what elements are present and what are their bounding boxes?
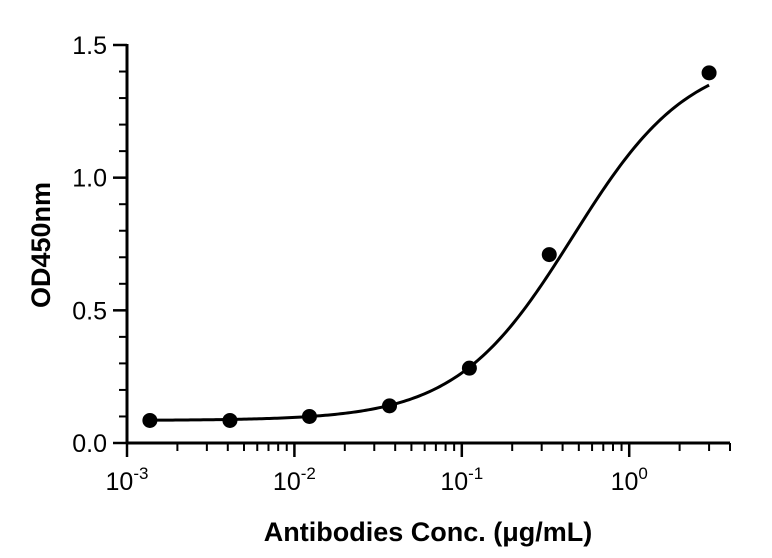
data-point — [541, 247, 557, 263]
fit-curve-layer — [149, 83, 710, 422]
x-tick-label: 10-3 — [106, 464, 149, 496]
y-tick-label: 0.0 — [72, 430, 107, 458]
x-axis-title: Antibodies Conc. (μg/mL) — [264, 517, 593, 547]
data-points-layer — [142, 65, 717, 428]
x-tick-label: 100 — [611, 464, 648, 496]
fit-curve — [149, 83, 710, 422]
data-point — [701, 65, 717, 81]
y-axis-title: OD450nm — [26, 182, 56, 308]
y-tick-label: 1.0 — [72, 165, 107, 193]
data-point — [461, 360, 477, 376]
data-point — [222, 412, 238, 428]
x-tick-label: 10-1 — [440, 464, 483, 496]
y-tick-label: 0.5 — [72, 297, 107, 325]
y-tick-label: 1.5 — [72, 32, 107, 60]
data-point — [142, 412, 158, 428]
x-tick-label: 10-2 — [273, 464, 316, 496]
axes: 0.0 0.5 1.0 1.5 10-3 10-2 10-1 100 — [72, 32, 731, 496]
data-point — [301, 408, 317, 424]
data-point — [382, 398, 398, 414]
